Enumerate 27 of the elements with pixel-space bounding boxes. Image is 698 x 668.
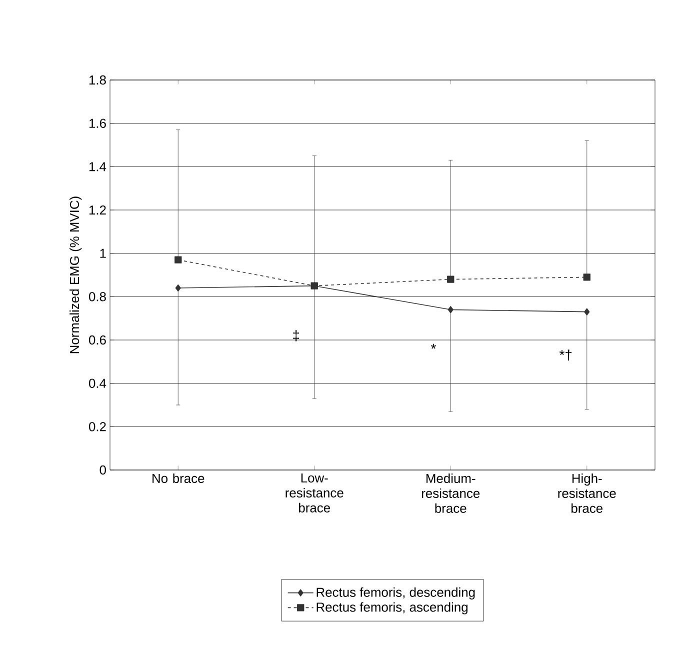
x-tick-label: Medium-resistance brace	[422, 474, 480, 513]
annotation: *†	[559, 350, 572, 361]
point	[448, 306, 454, 314]
y-tick-label: 0.6	[88, 335, 106, 345]
y-tick-label: 0.2	[88, 422, 106, 432]
point	[175, 284, 181, 292]
annotation: *	[431, 344, 436, 349]
x-tick-label: No brace	[152, 474, 204, 484]
y-tick-label: 1.8	[89, 75, 106, 85]
y-tick-label: 0	[100, 465, 106, 475]
legend-label: Rectus femoris, ascending	[316, 602, 468, 614]
y-axis-title: Normalized EMG (% MVIC)	[70, 196, 82, 354]
y-tick-label: 0.8	[88, 292, 106, 302]
x-tick-label: Low-resistance brace	[286, 474, 344, 512]
annotation: ‡	[293, 330, 300, 342]
y-tick-label: 1.6	[89, 118, 106, 128]
x-tick-label: High-resistance brace	[558, 474, 616, 513]
legend-label: Rectus femoris, descending	[316, 587, 475, 600]
y-tick-label: 1.4	[89, 162, 106, 172]
point	[310, 282, 318, 290]
y-tick-label: 0.4	[88, 378, 106, 388]
y-tick-label: 1.2	[89, 205, 106, 215]
y-tick-label: 1	[100, 248, 106, 258]
point	[447, 276, 454, 283]
point	[583, 274, 590, 281]
point	[584, 308, 590, 316]
point	[174, 256, 182, 264]
